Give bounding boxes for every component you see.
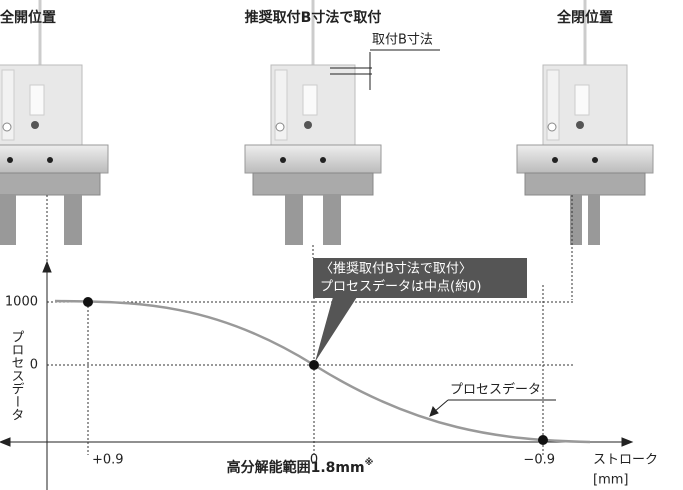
y-tick-label: 0	[30, 358, 38, 373]
x-axis-unit: [mm]	[593, 473, 628, 488]
range-label: 高分解能範囲1.8mm※	[227, 457, 374, 477]
callout-line: 〈推奨取付B寸法で取付〉	[320, 262, 472, 277]
dimension-label: 取付B寸法	[372, 33, 433, 48]
gripper-images	[0, 0, 655, 245]
callout	[313, 258, 527, 362]
dimension-marker	[330, 49, 440, 90]
x-tick-label: +0.9	[92, 453, 124, 468]
x-tick-label: 0	[310, 453, 318, 468]
x-axis-label: ストローク	[593, 453, 658, 468]
curve	[54, 299, 591, 444]
y-axis-label: プロセスデータ	[9, 330, 25, 421]
title-closed: 全閉位置	[556, 9, 613, 26]
axes	[0, 260, 634, 490]
title-recommended: 推奨取付B寸法で取付	[245, 9, 382, 26]
points	[83, 297, 548, 445]
guides	[46, 195, 575, 455]
x-tick-label: −0.9	[523, 453, 555, 468]
curve-label: プロセスデータ	[450, 382, 541, 398]
y-tick-label: 1000	[5, 295, 38, 310]
title-open: 全開位置	[0, 9, 56, 26]
callout-line: プロセスデータは中点(約0)	[320, 279, 481, 295]
curve-leader	[429, 399, 556, 417]
